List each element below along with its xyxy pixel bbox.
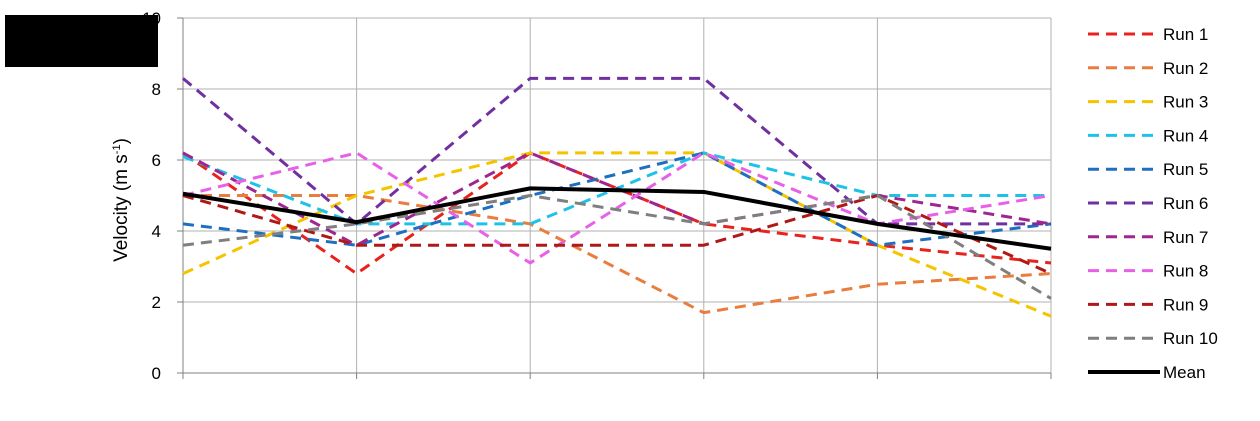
y-axis-label-main: Velocity (m s <box>111 154 132 262</box>
legend-label-8: Run 8 <box>1163 262 1208 281</box>
y-tick-label: 2 <box>152 293 161 312</box>
y-axis-label: Velocity (m s-1) <box>111 138 132 262</box>
y-tick-label: 4 <box>152 222 161 241</box>
series-line-9 <box>182 194 1052 275</box>
legend-label-11: Mean <box>1163 363 1206 382</box>
y-axis-label-superscript: -1 <box>111 144 123 154</box>
y-axis-label-close: ) <box>111 138 132 144</box>
legend: Run 1 Run 2 Run 3 Run 4 Run 5 Run 6 Run 7 Run 8… <box>1088 25 1218 382</box>
legend-label-5: Run 5 <box>1163 160 1208 179</box>
legend-label-6: Run 6 <box>1163 194 1208 213</box>
series-line-6 <box>182 76 1051 226</box>
y-tick-label: 6 <box>152 151 161 170</box>
axes <box>177 17 1052 379</box>
legend-label-10: Run 10 <box>1163 329 1218 348</box>
legend-label-9: Run 9 <box>1163 295 1208 314</box>
legend-label-2: Run 2 <box>1163 59 1208 78</box>
legend-label-3: Run 3 <box>1163 93 1208 112</box>
legend-label-1: Run 1 <box>1163 25 1208 44</box>
series-line-11 <box>182 186 1052 251</box>
series-line-10 <box>182 194 1052 300</box>
series-line-1 <box>182 151 1052 276</box>
series-line-8 <box>182 151 1052 265</box>
series-line-3 <box>182 151 1052 318</box>
legend-label-7: Run 7 <box>1163 228 1208 247</box>
redaction-box <box>5 15 158 67</box>
y-tick-label: 8 <box>152 80 161 99</box>
series-line-2 <box>183 194 1052 315</box>
legend-label-4: Run 4 <box>1163 126 1208 145</box>
y-tick-label: 0 <box>152 364 161 383</box>
series-group <box>182 76 1052 318</box>
series-line-5 <box>182 151 1052 247</box>
